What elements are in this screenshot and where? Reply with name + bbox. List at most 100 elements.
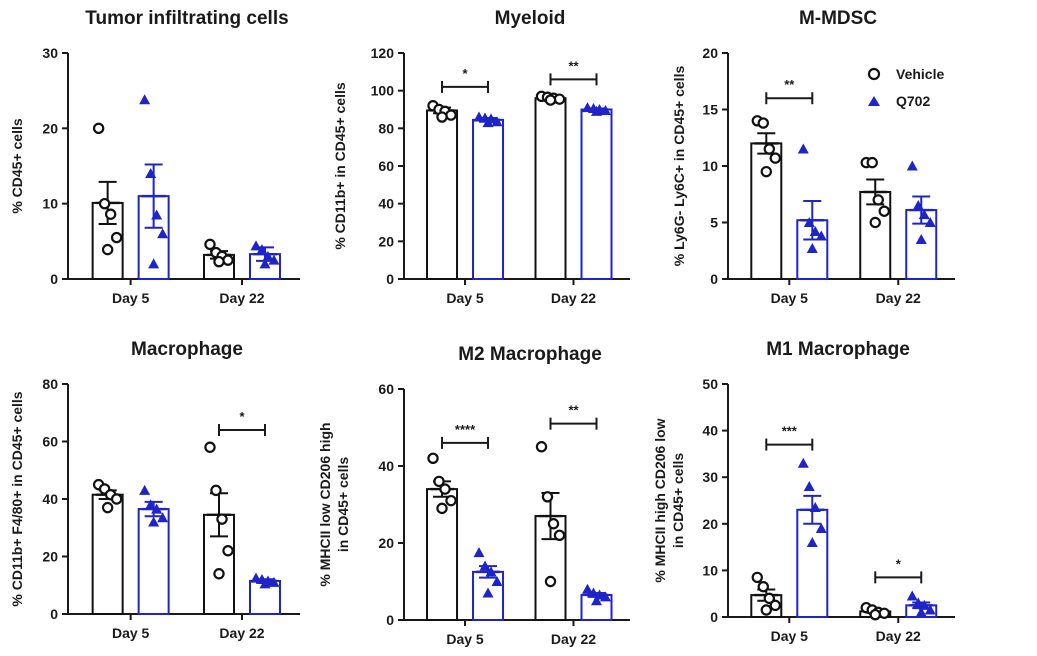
y-axis-label: in CD45+ cells xyxy=(335,457,351,553)
data-point-q702 xyxy=(157,512,169,523)
data-point-q702 xyxy=(256,244,268,255)
data-point-vehicle xyxy=(216,513,228,525)
y-axis-label: % CD11b+ in CD45+ cells xyxy=(332,82,348,250)
y-axis-label: % MHCII high CD206 low xyxy=(652,418,668,582)
chart-title: Myeloid xyxy=(495,8,566,29)
chart-panel-6: M1 Macrophage % MHCII high CD206 low in CD… xyxy=(652,339,955,644)
data-point-q702 xyxy=(250,240,262,251)
x-tick-label: Day 22 xyxy=(551,290,596,306)
y-axis-label: % Ly6G- Ly6C+ in CD45+ cells xyxy=(671,66,687,267)
data-point-q702 xyxy=(268,254,280,265)
y-tick-label: 10 xyxy=(702,562,718,578)
bar-q702 xyxy=(472,118,505,280)
data-point-vehicle xyxy=(101,501,114,514)
data-point-q702 xyxy=(139,484,151,495)
data-point-vehicle xyxy=(544,94,557,106)
y-tick-label: 80 xyxy=(378,120,394,136)
chart-title: Macrophage xyxy=(131,339,243,360)
data-point-vehicle xyxy=(763,143,775,155)
data-point-q702 xyxy=(809,226,821,237)
data-point-q702 xyxy=(815,522,827,533)
data-point-q702 xyxy=(809,501,821,512)
y-tick-label: 40 xyxy=(702,423,718,439)
significance-label: *** xyxy=(782,424,798,439)
data-point-q702 xyxy=(262,250,274,261)
data-point-q702 xyxy=(915,606,927,617)
data-point-q702 xyxy=(157,228,169,239)
data-point-vehicle xyxy=(553,93,566,105)
data-point-vehicle xyxy=(872,194,884,206)
bar-vehicle xyxy=(91,493,124,615)
data-point-vehicle xyxy=(553,529,566,542)
data-point-q702 xyxy=(145,499,157,510)
data-point-q702 xyxy=(815,230,827,241)
y-tick-label: 0 xyxy=(710,271,718,287)
data-point-vehicle xyxy=(110,493,123,505)
data-point-q702 xyxy=(479,560,491,571)
chart-panel-2: Myeloid % CD11b+ in CD45+ cells 0 20 40 60 80 1… xyxy=(332,8,630,306)
significance-label: * xyxy=(896,556,902,571)
data-point-vehicle xyxy=(869,216,881,229)
data-point-vehicle xyxy=(101,243,114,256)
bar-q702 xyxy=(580,108,613,280)
x-tick-label: Day 5 xyxy=(771,628,809,644)
y-tick-label: 20 xyxy=(702,516,718,532)
data-point-vehicle xyxy=(110,231,123,244)
significance-label: **** xyxy=(455,422,476,437)
y-tick-label: 0 xyxy=(386,271,394,287)
significance-label: * xyxy=(239,409,245,424)
y-tick-label: 20 xyxy=(42,120,58,136)
data-point-vehicle xyxy=(866,156,878,169)
data-point-vehicle xyxy=(213,255,225,268)
bar-vehicle xyxy=(426,109,459,280)
data-point-q702 xyxy=(600,104,611,115)
y-tick-label: 10 xyxy=(702,158,718,174)
y-tick-label: 50 xyxy=(702,376,718,392)
chart-panel-1: Tumor infiltrating cells % CD45+ cells 0 10… xyxy=(9,8,300,306)
data-point-q702 xyxy=(491,116,503,127)
x-tick-label: Day 22 xyxy=(551,631,596,647)
data-point-vehicle xyxy=(98,197,111,210)
y-tick-label: 20 xyxy=(378,233,394,249)
y-tick-label: 0 xyxy=(50,606,58,622)
data-point-q702 xyxy=(268,576,280,587)
data-point-q702 xyxy=(912,200,924,211)
data-point-q702 xyxy=(482,587,494,598)
data-point-q702 xyxy=(803,481,815,492)
data-point-q702 xyxy=(151,209,163,220)
data-point-vehicle xyxy=(751,571,763,584)
data-point-vehicle xyxy=(544,575,557,588)
data-point-vehicle xyxy=(222,545,234,557)
legend: Vehicle Q702 xyxy=(867,66,944,109)
significance-label: ** xyxy=(568,403,579,418)
data-point-vehicle xyxy=(210,484,222,497)
legend-vehicle-label: Vehicle xyxy=(896,66,944,82)
data-point-q702 xyxy=(924,604,936,615)
data-point-q702 xyxy=(491,576,503,586)
significance-label: * xyxy=(462,66,468,81)
data-point-q702 xyxy=(912,597,924,608)
data-point-q702 xyxy=(924,217,936,227)
data-point-vehicle xyxy=(445,109,457,121)
data-point-vehicle xyxy=(878,205,890,217)
chart-title: Tumor infiltrating cells xyxy=(85,8,288,29)
x-tick-label: Day 5 xyxy=(446,290,484,306)
data-point-vehicle xyxy=(769,599,781,612)
chart-title: M1 Macrophage xyxy=(766,339,910,360)
chart-panel-5: M2 Macrophage % MHCII low CD206 high in CD… xyxy=(317,344,630,647)
data-point-q702 xyxy=(600,591,611,602)
y-tick-label: 40 xyxy=(378,458,394,474)
chart-title: M2 Macrophage xyxy=(458,344,602,365)
y-axis-label: % CD45+ cells xyxy=(9,118,25,214)
data-point-vehicle xyxy=(541,491,554,503)
y-tick-label: 15 xyxy=(702,102,718,118)
data-point-q702 xyxy=(915,233,927,244)
data-point-q702 xyxy=(806,242,818,253)
legend-q702-marker xyxy=(868,96,880,106)
data-point-q702 xyxy=(145,168,157,179)
data-point-q702 xyxy=(259,578,271,589)
x-tick-label: Day 5 xyxy=(112,290,150,306)
bar-vehicle xyxy=(750,142,783,280)
data-point-q702 xyxy=(591,595,602,606)
y-tick-label: 0 xyxy=(710,609,718,625)
